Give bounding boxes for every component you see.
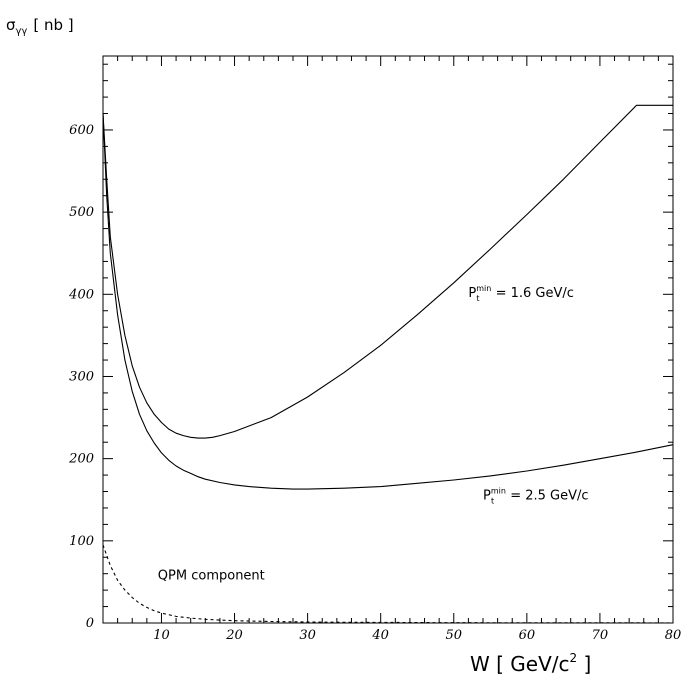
curve-label-sub: t (491, 497, 494, 506)
curve-label-value: = 1.6 GeV/c (491, 286, 573, 301)
curve-label-0: Pmin t = 1.6 GeV/c (468, 284, 574, 303)
curve-label-sub: t (476, 294, 479, 303)
y-axis-label-sub: γγ (16, 26, 28, 37)
y-tick-label-100: 100 (69, 534, 94, 549)
y-tick-label-0: 0 (86, 616, 94, 631)
curve-label-prefix: P (468, 286, 476, 301)
x-tick-label-60: 60 (519, 628, 536, 643)
axis-tick-labels: 10 20 30 40 50 60 70 80 0 100 200 300 400 500 600 (68, 123, 681, 643)
y-axis-label: σγγ [ nb ] (6, 16, 74, 37)
x-axis-label-close: ] (577, 652, 591, 676)
curve-label-1: Pmin t = 2.5 GeV/c (483, 487, 589, 506)
curves (102, 104, 674, 624)
plot-frame (102, 55, 674, 624)
curve-label-sup: min (476, 284, 491, 293)
x-tick-label-70: 70 (592, 628, 609, 643)
curve-series-2 (102, 544, 674, 624)
x-axis-label-sup: 2 (570, 651, 578, 665)
x-tick-label-50: 50 (445, 628, 462, 643)
x-tick-label-40: 40 (371, 628, 389, 643)
curve-label-2: QPM component (158, 568, 265, 583)
y-axis-label-unit: [ nb ] (33, 16, 73, 34)
curve-label-sup: min (491, 487, 506, 496)
curve-series-1 (102, 113, 674, 490)
y-tick-label-600: 600 (69, 123, 94, 138)
x-axis-label: W [ GeV/c2 ] (470, 651, 591, 676)
x-tick-label-20: 20 (225, 628, 243, 643)
curve-label-value: = 2.5 GeV/c (506, 489, 588, 504)
curve-series-0 (102, 104, 673, 439)
x-tick-label-30: 30 (299, 628, 316, 643)
x-tick-label-10: 10 (153, 628, 170, 643)
x-tick-label-80: 80 (665, 628, 682, 643)
y-tick-label-300: 300 (69, 369, 94, 384)
y-tick-label-200: 200 (68, 452, 94, 467)
x-axis-label-main: W [ GeV/c (470, 652, 570, 676)
y-tick-label-400: 400 (68, 287, 94, 302)
y-axis-label-symbol: σ (6, 16, 16, 34)
y-tick-label-500: 500 (69, 205, 94, 220)
curve-label-prefix: P (483, 489, 491, 504)
